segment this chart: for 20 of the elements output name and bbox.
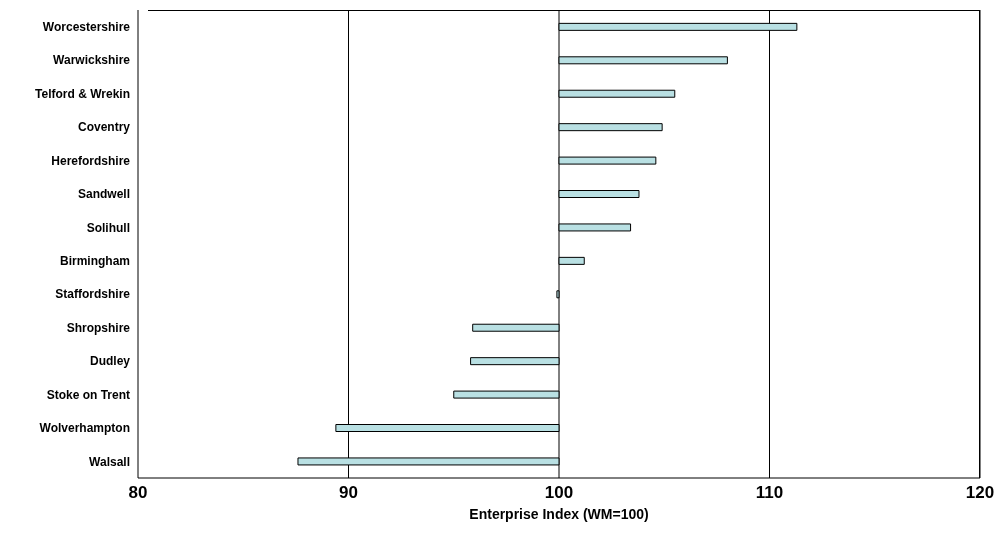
x-axis-title: Enterprise Index (WM=100) (469, 506, 649, 522)
x-tick-label: 110 (755, 483, 784, 503)
y-tick-label: Warwickshire (53, 53, 131, 68)
y-tick-label: Wolverhampton (39, 421, 130, 436)
y-tick-label: Sandwell (77, 187, 130, 202)
y-tick-label: Herefordshire (51, 153, 131, 168)
y-tick-label: Telford & Wrekin (35, 86, 130, 101)
y-tick-label: Stoke on Trent (46, 387, 130, 402)
y-tick-label: Coventry (77, 120, 131, 135)
y-tick-label: Worcestershire (42, 19, 131, 34)
y-tick-label: Birmingham (59, 253, 130, 268)
x-tick-label: 80 (128, 483, 148, 503)
y-tick-label: Solihull (86, 220, 130, 235)
x-tick-label: 120 (965, 483, 995, 503)
x-tick-label: 90 (339, 483, 358, 503)
y-tick-label: Staffordshire (55, 287, 131, 302)
y-tick-label: Dudley (89, 354, 131, 369)
y-tick-label: Shropshire (66, 320, 131, 335)
y-tick-label: Walsall (89, 454, 130, 469)
x-tick-label: 100 (544, 483, 574, 503)
